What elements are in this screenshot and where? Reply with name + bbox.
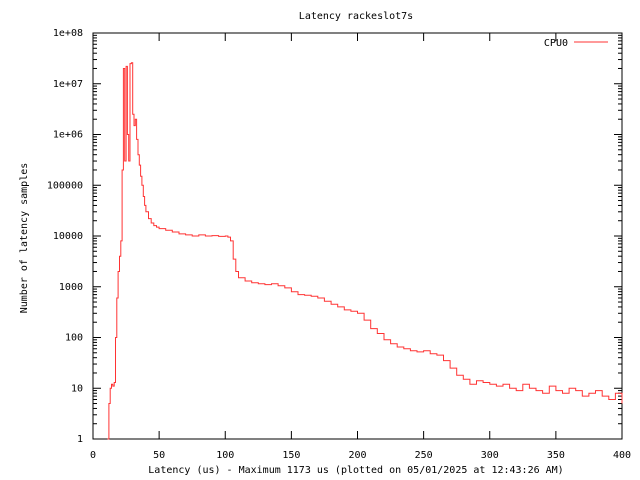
y-axis-label: Number of latency samples bbox=[19, 163, 30, 314]
legend: CPU0 bbox=[544, 38, 608, 49]
y-tick-label: 1000 bbox=[59, 282, 83, 293]
chart-title: Latency rackeslot7s bbox=[299, 11, 413, 22]
series-layer bbox=[107, 62, 623, 440]
x-axis: 0 50 100 150 200 250 300 350 400 bbox=[90, 33, 631, 461]
y-tick-label: 10000 bbox=[53, 231, 83, 242]
plot-frame bbox=[92, 32, 623, 440]
y-tick-label: 1e+08 bbox=[53, 28, 83, 39]
x-tick-label: 100 bbox=[216, 450, 234, 461]
y-tick-label: 1e+07 bbox=[53, 79, 83, 90]
x-axis-label: Latency (us) - Maximum 1173 us (plotted … bbox=[148, 465, 563, 476]
y-tick-label: 100 bbox=[65, 333, 83, 344]
y-tick-label: 1e+06 bbox=[53, 130, 83, 141]
y-tick-label: 1 bbox=[77, 434, 83, 445]
x-tick-label: 400 bbox=[613, 450, 631, 461]
y-tick-label: 10 bbox=[71, 383, 83, 394]
x-tick-label: 0 bbox=[90, 450, 96, 461]
y-axis: 1 10 100 1000 10000 100000 1e+06 1e+07 1e+08 bbox=[47, 28, 622, 445]
x-tick-label: 350 bbox=[547, 450, 565, 461]
x-tick-label: 300 bbox=[481, 450, 499, 461]
x-tick-label: 200 bbox=[348, 450, 366, 461]
series-line-cpu0 bbox=[107, 62, 623, 440]
x-tick-label: 150 bbox=[282, 450, 300, 461]
legend-label-cpu0: CPU0 bbox=[544, 38, 568, 49]
x-tick-label: 250 bbox=[415, 450, 433, 461]
x-tick-label: 50 bbox=[153, 450, 165, 461]
y-tick-label: 100000 bbox=[47, 180, 83, 191]
